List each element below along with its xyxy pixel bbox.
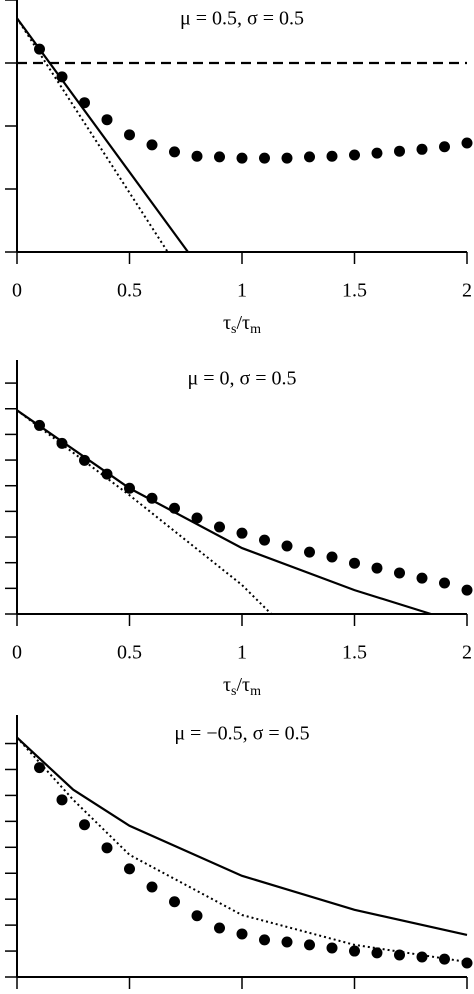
data-point xyxy=(281,152,293,164)
data-point xyxy=(304,939,315,951)
data-point xyxy=(349,149,360,161)
data-point xyxy=(79,454,90,466)
data-point xyxy=(281,936,293,948)
data-point xyxy=(101,468,113,480)
panel-title: μ = 0, σ = 0.5 xyxy=(187,368,296,390)
data-point xyxy=(101,114,113,126)
x-tick-label: 1 xyxy=(237,642,247,664)
curve-dotted xyxy=(16,409,272,615)
data-point xyxy=(146,881,158,893)
data-point xyxy=(371,562,383,574)
x-axis-label-part: s xyxy=(231,684,236,699)
data-point xyxy=(236,527,248,539)
data-point xyxy=(439,141,450,153)
x-tick-label: 1 xyxy=(237,280,247,302)
panel-title: μ = 0.5, σ = 0.5 xyxy=(180,8,304,30)
data-point xyxy=(461,957,473,969)
x-tick-label: 0.5 xyxy=(117,280,142,302)
x-axis-label-part: τ xyxy=(223,312,231,334)
x-tick-label: 1.5 xyxy=(342,280,367,302)
data-point xyxy=(124,863,135,875)
data-point xyxy=(304,151,315,163)
data-point xyxy=(56,794,68,806)
data-point xyxy=(304,546,315,558)
data-point xyxy=(371,947,383,959)
data-point xyxy=(461,584,473,596)
data-point xyxy=(191,150,203,162)
data-point xyxy=(394,567,405,579)
data-point xyxy=(326,942,338,954)
curve-solid xyxy=(16,409,432,616)
data-point xyxy=(371,147,383,159)
data-point xyxy=(124,129,135,141)
data-point xyxy=(281,540,293,552)
data-point xyxy=(416,572,428,584)
data-point xyxy=(214,521,225,533)
data-point xyxy=(394,949,405,961)
x-tick-label: 2 xyxy=(462,280,472,302)
x-axis-label-part: /τ xyxy=(237,312,251,334)
data-point xyxy=(34,762,45,774)
data-point xyxy=(416,951,428,963)
data-point xyxy=(259,934,270,946)
curve-dotted xyxy=(16,736,468,963)
data-point xyxy=(416,143,428,155)
x-axis-label: τs/τm xyxy=(223,312,261,338)
x-tick-label: 0 xyxy=(12,642,22,664)
data-point xyxy=(56,71,68,83)
data-point xyxy=(191,910,203,922)
data-point xyxy=(259,534,270,546)
data-point xyxy=(259,152,270,164)
x-tick-label: 2 xyxy=(462,642,472,664)
data-point xyxy=(214,151,225,163)
x-axis-label-part: /τ xyxy=(237,674,251,696)
data-point xyxy=(79,819,90,831)
data-point xyxy=(169,502,180,514)
x-tick-label: 1.5 xyxy=(342,642,367,664)
data-point xyxy=(326,150,338,162)
data-point xyxy=(214,922,225,934)
panel-title: μ = −0.5, σ = 0.5 xyxy=(174,723,309,745)
curve-dotted xyxy=(16,17,169,253)
data-point xyxy=(394,145,405,157)
data-point xyxy=(439,953,450,965)
data-point xyxy=(34,43,45,55)
data-point xyxy=(79,97,90,109)
data-point xyxy=(146,139,158,151)
data-point xyxy=(124,482,135,494)
data-point xyxy=(169,146,180,158)
data-point xyxy=(169,896,180,908)
data-point xyxy=(461,137,473,149)
data-point xyxy=(349,945,360,957)
data-point xyxy=(56,437,68,449)
data-point xyxy=(236,152,248,164)
data-point xyxy=(326,551,338,563)
data-point xyxy=(146,492,158,504)
x-axis-label-part: m xyxy=(250,684,261,699)
data-point xyxy=(191,512,203,524)
curve-solid xyxy=(16,17,189,253)
data-point xyxy=(439,577,450,589)
x-axis-label-part: s xyxy=(231,322,236,337)
x-tick-label: 0.5 xyxy=(117,642,142,664)
data-point xyxy=(34,419,45,431)
x-tick-label: 0 xyxy=(12,280,22,302)
data-point xyxy=(349,557,360,569)
x-axis-label: τs/τm xyxy=(223,674,261,700)
x-axis-label-part: τ xyxy=(223,674,231,696)
data-point xyxy=(236,928,248,940)
x-axis-label-part: m xyxy=(250,322,261,337)
curve-solid xyxy=(16,736,468,937)
data-point xyxy=(101,842,113,854)
